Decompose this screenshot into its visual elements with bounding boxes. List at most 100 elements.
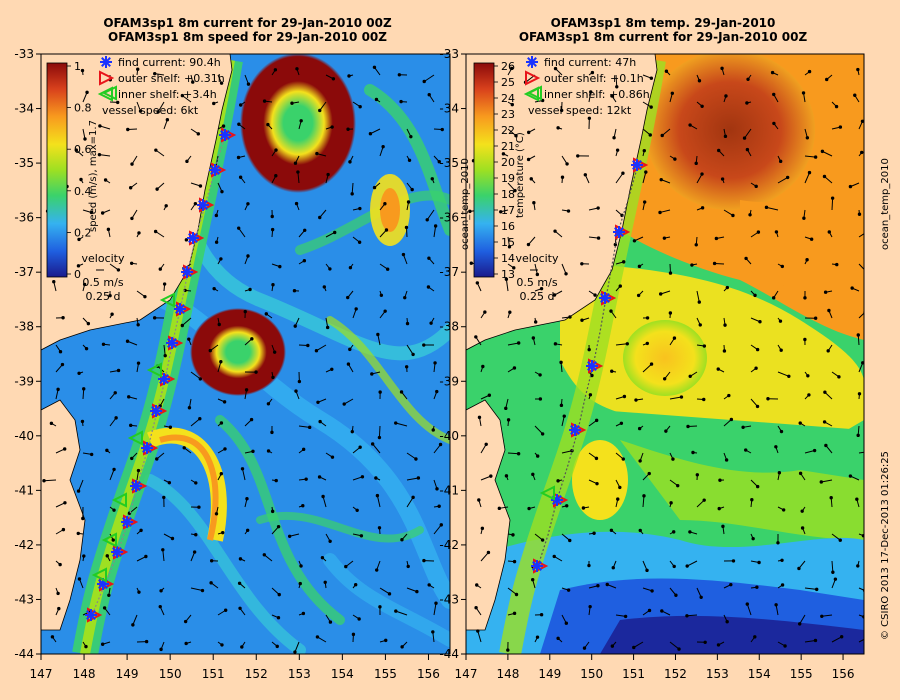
arrow-head: [755, 585, 759, 589]
arrow-head: [688, 530, 692, 534]
velocity-arrow: [505, 279, 509, 292]
arrow-head: [774, 230, 779, 234]
arrow-head: [753, 635, 757, 639]
arrow-head: [198, 184, 203, 188]
colorbar-tick-label: 0.6: [74, 143, 92, 156]
arrow-head: [745, 101, 749, 105]
y-tick-label: -42: [14, 538, 34, 552]
arrow-head: [276, 616, 281, 620]
arrow-head: [508, 310, 512, 314]
arrow-head: [429, 321, 433, 325]
arrow-head: [63, 501, 67, 505]
arrow-head: [153, 229, 158, 234]
velocity-arrow: [406, 497, 414, 508]
arrow-head: [725, 285, 730, 290]
arrow-head: [831, 570, 835, 574]
arrow-head: [856, 67, 860, 72]
arrow-head: [580, 262, 584, 266]
arrow-head: [771, 296, 776, 300]
arrow-head: [803, 296, 807, 300]
arrow-head: [85, 90, 89, 95]
asterisk-marker: [101, 57, 111, 67]
arrow-head: [787, 374, 791, 378]
arrow-head: [270, 430, 274, 435]
x-tick-label: 147: [455, 667, 478, 681]
arrow-head: [187, 406, 192, 410]
arrow-head: [535, 635, 540, 639]
arrow-head: [565, 162, 569, 166]
y-tick-label: -37: [439, 265, 459, 279]
arrow-head: [278, 264, 282, 269]
arrow-head: [296, 170, 300, 174]
arrow-head: [720, 177, 725, 181]
arrow-head: [266, 402, 271, 406]
arrow-head: [506, 418, 511, 422]
colorbar-tick-label: 14: [501, 252, 515, 265]
arrow-head: [802, 216, 806, 220]
arrow-head: [399, 390, 404, 394]
arrow-head: [637, 426, 642, 431]
arrow-head: [622, 260, 626, 264]
velocity-arrow: [163, 344, 166, 356]
velocity-arrow: [162, 549, 165, 562]
arrow-head: [729, 582, 733, 587]
arrow-head: [127, 395, 131, 399]
arrow-head: [779, 429, 784, 434]
arrow-head: [698, 323, 702, 327]
arrow-head: [780, 558, 784, 562]
arrow-head: [754, 366, 758, 370]
arrow-head: [688, 374, 692, 378]
asterisk-marker: [527, 57, 537, 67]
right-title-line1: OFAM3sp1 8m temp. 29-Jan-2010: [550, 16, 776, 30]
arrow-head: [501, 152, 506, 156]
arrow-head: [262, 99, 267, 103]
arrow-head: [805, 136, 810, 140]
left-velocity-legend: velocity 0.5 m/s 0.25 d: [82, 252, 125, 303]
arrow-head: [587, 563, 591, 568]
arrow-head: [76, 264, 81, 268]
arrow-head: [772, 121, 776, 126]
arrow-head: [89, 210, 94, 215]
velocity-arrow: [831, 560, 834, 573]
arrow-head: [56, 387, 60, 392]
arrow-head: [427, 256, 431, 260]
velocity-arrow: [696, 290, 700, 303]
arrow-head: [731, 213, 735, 218]
colorbar-tick-label: 26: [501, 60, 515, 73]
arrow-head: [674, 593, 678, 597]
arrow-head: [532, 201, 536, 205]
arrow-head: [406, 564, 410, 569]
arrow-head: [755, 347, 760, 352]
arrow-head: [162, 282, 167, 286]
arrow-head: [438, 442, 443, 447]
velocity-arrow: [561, 450, 573, 454]
arrow-head: [321, 494, 325, 499]
right-title-line2: OFAM3sp1 8m current for 29-Jan-2010 00Z: [518, 30, 808, 44]
arrow-head: [474, 335, 478, 339]
right-velocity-legend: velocity 0.5 m/s 0.25 d: [516, 252, 559, 303]
legend-entry: find current: 90.4h: [118, 56, 221, 69]
arrow-head: [477, 498, 481, 502]
arrow-head: [800, 526, 805, 530]
arrow-head: [214, 512, 219, 516]
arrow-head: [254, 370, 258, 374]
arrow-head: [594, 418, 599, 423]
arrow-head: [694, 161, 698, 166]
arrow-head: [718, 478, 722, 482]
arrow-head: [155, 457, 159, 461]
arrow-head: [848, 184, 853, 189]
arrow-head: [328, 620, 333, 624]
arrow-head: [220, 643, 224, 647]
arrow-head: [497, 506, 502, 511]
x-tick-label: 156: [832, 667, 855, 681]
arrow-head: [489, 474, 493, 478]
arrow-head: [853, 93, 857, 97]
arrow-head: [535, 272, 540, 277]
arrow-head: [277, 592, 281, 597]
arrow-head: [812, 448, 817, 453]
y-tick-label: -44: [439, 647, 459, 661]
asterisk-marker: [632, 160, 642, 170]
velocity-arrow: [82, 92, 88, 103]
colorbar-tick-label: 21: [501, 140, 515, 153]
arrow-head: [746, 77, 750, 81]
